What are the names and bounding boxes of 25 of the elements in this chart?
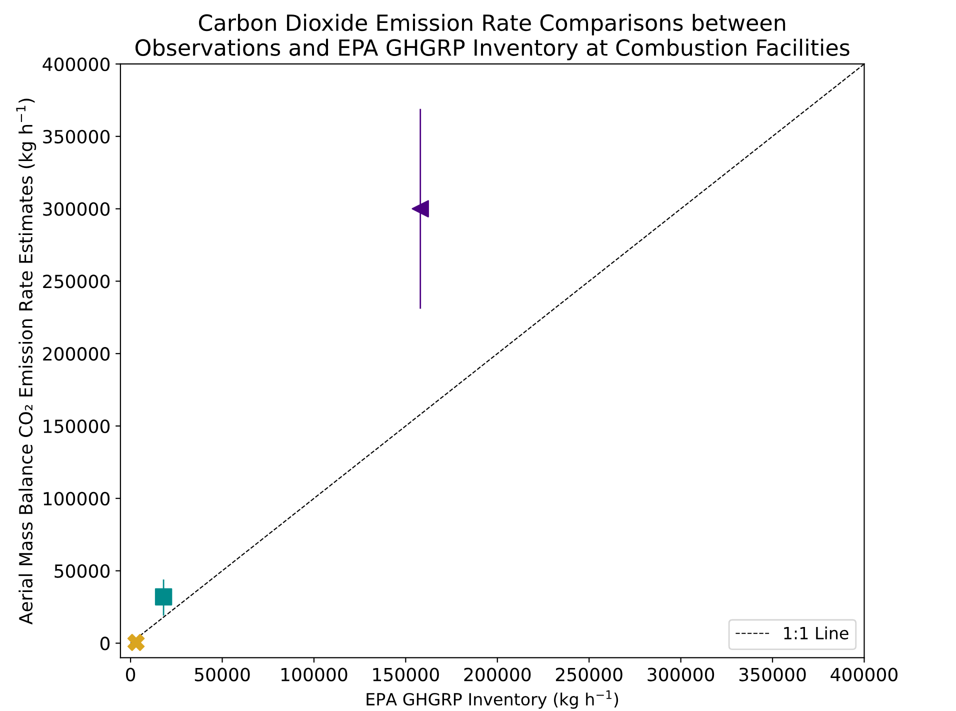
y-tick-label: 0 [100,636,110,650]
point [154,588,172,606]
chart-title: Carbon Dioxide Emission Rate Comparisons between Observations and EPA GHGRP Inventory at Combustion Facilities [136,14,850,60]
x-tick-label: 400000 [830,668,898,682]
y-tick-label: 300000 [43,202,110,216]
point [412,200,429,218]
x-tick-label: 300000 [648,668,714,682]
legend-label: 1:1 Line [784,626,848,640]
y-tick-label: 150000 [44,419,110,434]
y-tick-label: 350000 [43,130,110,144]
x-tick-label: 100000 [281,668,348,682]
x-tick-label: 250000 [556,668,622,682]
x-tick-label: 0 [126,668,136,682]
y-tick-label: 50000 [54,564,110,578]
x-tick-label: 150000 [373,668,439,682]
x-tick-label: 350000 [739,668,806,682]
y-tick-label: 250000 [43,274,110,288]
x-tick-label: 50000 [194,668,250,682]
y-tick-label: 100000 [44,492,110,506]
x-axis-title: EPA GHGRP Inventory (kg h$^{−1}$) [366,690,618,709]
point [127,634,145,652]
y-axis-title: Aerial Mass Balance CO₂ Emission Rate Estimates (kg h$^{−1}$) [16,98,36,624]
y-tick-label: 200000 [43,347,110,361]
y-tick-label: 400000 [42,57,110,72]
x-tick-label: 200000 [464,668,531,682]
